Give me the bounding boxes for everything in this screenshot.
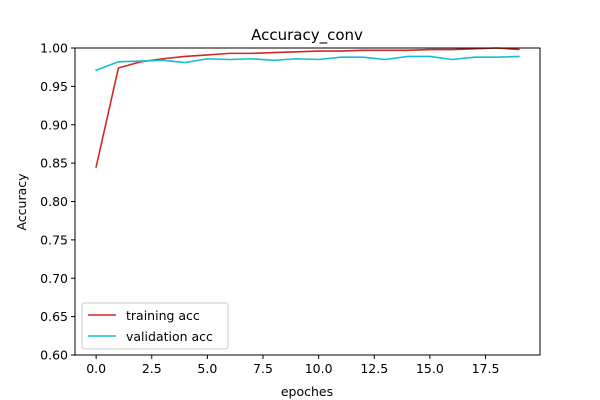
validation-acc-line [95,55,520,72]
x-tick-label: 15.0 [416,361,444,376]
legend-box [81,302,229,350]
y-tick-label: 0.75 [40,232,68,247]
x-tick-label: 5.0 [197,361,217,376]
y-axis-ticks: 0.60 0.65 0.70 0.75 0.80 0.85 0.90 0.95 1.00 [40,41,75,363]
x-tick-label: 12.5 [360,361,388,376]
legend-label-validation: validation acc [126,329,213,344]
y-tick-label: 0.95 [40,79,68,94]
y-tick-label: 0.65 [40,309,68,324]
plot-lines [95,47,520,168]
x-tick-label: 10.0 [305,361,333,376]
y-tick-label: 0.80 [40,194,68,209]
x-tick-label: 17.5 [472,361,500,376]
x-axis-ticks: 0.0 2.5 5.0 7.5 10.0 12.5 15.0 17.5 [86,355,499,376]
training-acc-line [95,47,520,168]
x-tick-label: 0.0 [86,361,106,376]
legend-label-training: training acc [126,308,200,323]
plot-frame [74,47,541,356]
y-axis-label: Accuracy [14,173,29,231]
y-tick-label: 0.60 [40,348,68,363]
legend: training acc validation acc [81,302,229,350]
y-tick-label: 0.90 [40,117,68,132]
y-tick-label: 0.70 [40,271,68,286]
y-tick-label: 1.00 [40,41,68,56]
x-tick-label: 7.5 [253,361,273,376]
x-tick-label: 2.5 [142,361,162,376]
chart-title: Accuracy_conv [251,26,363,45]
y-tick-label: 0.85 [40,156,68,171]
x-axis-label: epoches [281,384,333,399]
